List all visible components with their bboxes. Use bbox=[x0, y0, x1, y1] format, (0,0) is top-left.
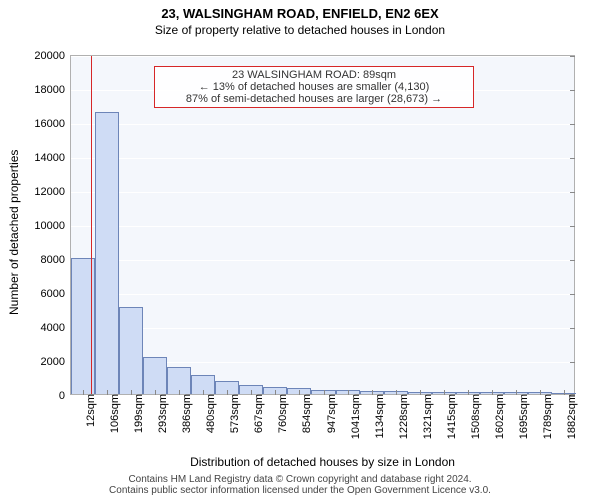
x-tick-label: 667sqm bbox=[251, 394, 265, 433]
histogram-bar bbox=[95, 112, 119, 394]
histogram-bar bbox=[119, 307, 143, 394]
x-tick-label: 386sqm bbox=[179, 394, 193, 433]
annotation-line: 23 WALSINGHAM ROAD: 89sqm bbox=[161, 69, 467, 81]
gridline bbox=[71, 226, 574, 227]
gridline bbox=[71, 192, 574, 193]
gridline bbox=[71, 294, 574, 295]
x-tick-label: 1321sqm bbox=[420, 394, 434, 439]
x-tick-label: 1508sqm bbox=[468, 394, 482, 439]
x-tick-label: 12sqm bbox=[83, 394, 97, 427]
histogram-chart: 23, WALSINGHAM ROAD, ENFIELD, EN2 6EX Si… bbox=[0, 0, 600, 500]
x-tick-label: 1789sqm bbox=[540, 394, 554, 439]
x-tick-label: 1882sqm bbox=[564, 394, 578, 439]
chart-title: 23, WALSINGHAM ROAD, ENFIELD, EN2 6EX bbox=[0, 0, 600, 21]
gridline bbox=[71, 56, 574, 57]
gridline bbox=[71, 158, 574, 159]
x-tick-label: 760sqm bbox=[275, 394, 289, 433]
x-tick-label: 1134sqm bbox=[372, 394, 386, 438]
x-tick-label: 1041sqm bbox=[348, 394, 362, 439]
x-tick-label: 947sqm bbox=[324, 394, 338, 433]
gridline bbox=[71, 260, 574, 261]
annotation-line: 87% of semi-detached houses are larger (… bbox=[161, 93, 467, 105]
y-tick-label: 18000 bbox=[34, 84, 71, 96]
x-tick-label: 854sqm bbox=[299, 394, 313, 433]
y-tick-label: 2000 bbox=[41, 356, 71, 368]
x-tick-label: 1228sqm bbox=[396, 394, 410, 439]
annotation-box: 23 WALSINGHAM ROAD: 89sqm← 13% of detach… bbox=[154, 66, 474, 108]
y-tick-label: 14000 bbox=[34, 152, 71, 164]
y-tick-label: 6000 bbox=[41, 288, 71, 300]
y-tick-label: 16000 bbox=[34, 118, 71, 130]
x-tick-label: 1415sqm bbox=[444, 394, 458, 439]
y-axis-label: Number of detached properties bbox=[7, 150, 21, 315]
y-tick-label: 4000 bbox=[41, 322, 71, 334]
footer-line-1: Contains HM Land Registry data © Crown c… bbox=[0, 474, 600, 485]
y-tick-label: 8000 bbox=[41, 254, 71, 266]
y-tick-label: 20000 bbox=[34, 50, 71, 62]
footer-line-2: Contains public sector information licen… bbox=[0, 485, 600, 496]
gridline bbox=[71, 124, 574, 125]
x-tick-label: 1602sqm bbox=[492, 394, 506, 439]
y-tick-label: 0 bbox=[59, 390, 71, 402]
histogram-bar bbox=[143, 357, 167, 394]
gridline bbox=[71, 328, 574, 329]
property-marker-line bbox=[91, 56, 92, 394]
x-tick-label: 106sqm bbox=[107, 394, 121, 433]
x-tick-label: 1695sqm bbox=[516, 394, 530, 439]
footer-attribution: Contains HM Land Registry data © Crown c… bbox=[0, 474, 600, 496]
y-tick-label: 12000 bbox=[34, 186, 71, 198]
annotation-line: ← 13% of detached houses are smaller (4,… bbox=[161, 81, 467, 93]
y-tick-label: 10000 bbox=[34, 220, 71, 232]
chart-subtitle: Size of property relative to detached ho… bbox=[0, 21, 600, 37]
x-tick-label: 480sqm bbox=[203, 394, 217, 433]
x-axis-label: Distribution of detached houses by size … bbox=[70, 455, 575, 469]
x-tick-label: 293sqm bbox=[155, 394, 169, 433]
x-tick-label: 199sqm bbox=[131, 394, 145, 433]
x-tick-label: 573sqm bbox=[227, 394, 241, 433]
